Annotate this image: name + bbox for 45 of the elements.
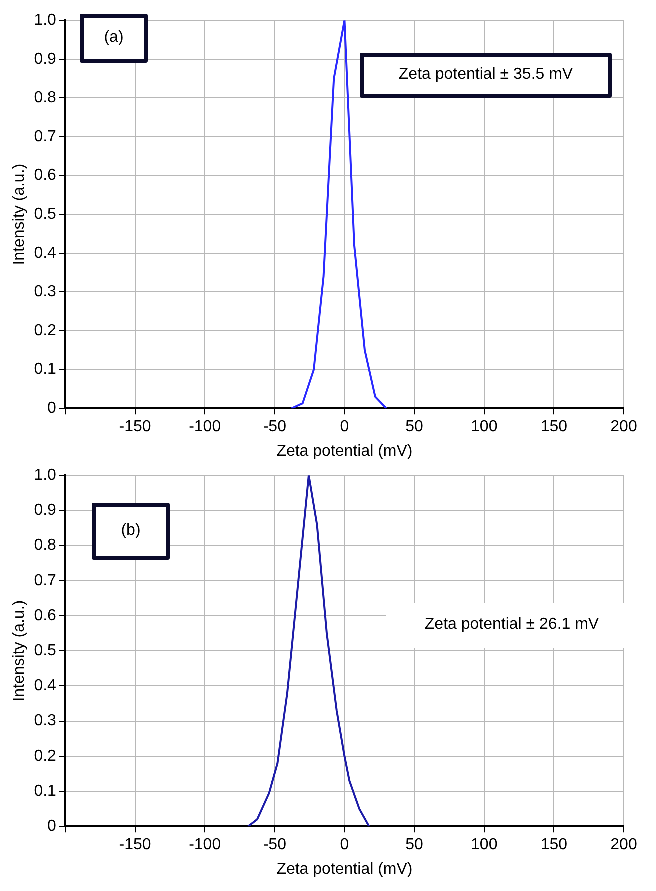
x-tick-label: 100 (471, 836, 498, 854)
x-tick-label: -50 (263, 418, 287, 436)
x-axis-title: Zeta potential (mV) (276, 442, 413, 460)
y-tick-label: 0.7 (34, 128, 57, 146)
y-tick-label: 1.0 (34, 12, 57, 30)
y-tick-label: 0.6 (34, 607, 57, 624)
x-tick-label: 0 (340, 836, 350, 854)
y-tick-label: 0.3 (34, 712, 57, 730)
y-tick-label: 0.9 (34, 50, 57, 68)
x-axis-title: Zeta potential (mV) (276, 860, 413, 878)
y-tick-label: 0.2 (34, 322, 57, 340)
y-tick-label: 0.2 (34, 748, 57, 765)
x-tick-label: -150 (119, 836, 152, 854)
note-box: Zeta potential ± 35.5 mV (360, 53, 612, 98)
y-tick-label: 0.7 (34, 572, 57, 590)
x-tick-label: 200 (610, 836, 638, 854)
y-tick-label: 0 (48, 818, 57, 836)
note-box: (b) (92, 503, 170, 560)
y-tick-label: 0.9 (34, 502, 57, 520)
note-box: (a) (80, 14, 148, 63)
y-axis-title: Intensity (a.u.) (11, 164, 28, 266)
y-tick-label: 0.4 (34, 244, 57, 262)
y-tick-label: 1.0 (34, 467, 57, 484)
y-tick-label: 0.6 (34, 167, 57, 184)
y-tick-label: 0.8 (34, 90, 57, 107)
y-tick-label: 0.1 (34, 361, 57, 378)
x-tick-label: -100 (189, 836, 222, 854)
x-tick-label: -150 (119, 418, 152, 436)
x-tick-label: 200 (610, 418, 638, 436)
x-tick-label: 150 (540, 836, 568, 854)
y-tick-label: 0.5 (34, 642, 57, 660)
y-tick-label: 0.3 (34, 284, 57, 301)
y-tick-label: 0.4 (34, 678, 57, 695)
y-tick-label: 0.8 (34, 537, 57, 554)
x-tick-label: -100 (189, 418, 222, 436)
x-tick-label: 0 (340, 418, 350, 436)
y-axis-title: Intensity (a.u.) (11, 600, 28, 702)
x-tick-label: 100 (471, 418, 498, 436)
y-tick-label: 0.5 (34, 206, 57, 224)
x-tick-label: 150 (540, 418, 568, 436)
y-tick-label: 0.1 (34, 782, 57, 800)
x-tick-label: 50 (406, 418, 424, 436)
x-tick-label: 50 (406, 836, 424, 854)
y-tick-label: 0 (48, 400, 57, 418)
x-tick-label: -50 (263, 836, 287, 854)
